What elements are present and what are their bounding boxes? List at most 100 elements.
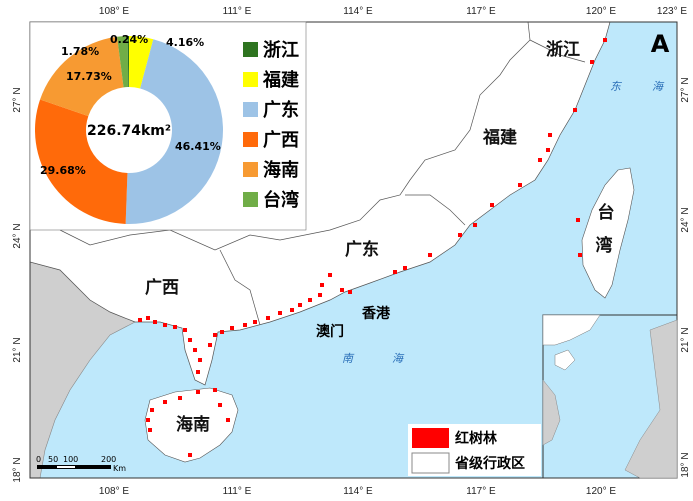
- mangrove-patch: [308, 298, 312, 302]
- lon-tick-bottom: 120° E: [586, 486, 616, 497]
- mangrove-patch: [198, 358, 202, 362]
- mangrove-patch: [458, 233, 462, 237]
- mangrove-patch: [340, 288, 344, 292]
- mangrove-patch: [213, 333, 217, 337]
- donut-slice-广西: [34, 99, 128, 224]
- panel-letter: A: [651, 30, 670, 58]
- label-hainan: 海南: [176, 414, 210, 435]
- mangrove-patch: [153, 320, 157, 324]
- mangrove-patches: [138, 38, 607, 457]
- lon-tick-top: 123° E: [657, 6, 687, 17]
- mangrove-patch: [138, 318, 142, 322]
- mangrove-patch: [428, 253, 432, 257]
- pie-legend-label: 广西: [263, 129, 299, 151]
- mangrove-patch: [208, 343, 212, 347]
- legend-swatch-province: [411, 452, 450, 474]
- mangrove-patch: [183, 328, 187, 332]
- mangrove-patch: [218, 403, 222, 407]
- mangrove-patch: [298, 303, 302, 307]
- lon-ticks: 108° E 111° E 114° E 117° E 120° E 123° …: [99, 6, 687, 497]
- label-fujian: 福建: [482, 127, 517, 148]
- label-macau: 澳门: [316, 323, 344, 340]
- mangrove-patch: [230, 326, 234, 330]
- donut-slice-台湾: [117, 36, 129, 88]
- legend-swatch-mangrove: [412, 428, 449, 448]
- label-hongkong: 香港: [361, 305, 391, 322]
- donut-slice-浙江: [127, 36, 129, 88]
- mangrove-patch: [290, 308, 294, 312]
- donut-slice-广东: [125, 39, 224, 225]
- scale-tick: 50: [48, 455, 58, 464]
- mangrove-patch: [278, 311, 282, 315]
- mangrove-patch: [473, 223, 477, 227]
- mangrove-patch: [318, 293, 322, 297]
- lat-ticks: 27° N 24° N 21° N 18° N 27° N 24° N 21° …: [12, 77, 691, 482]
- mangrove-patch: [220, 330, 224, 334]
- pie-legend-swatch: [243, 42, 258, 57]
- mangrove-patch: [188, 453, 192, 457]
- mangrove-patch: [393, 270, 397, 274]
- mangrove-patch: [226, 418, 230, 422]
- mangrove-patch: [146, 418, 150, 422]
- mangrove-patch: [578, 253, 582, 257]
- mangrove-patch: [243, 323, 247, 327]
- mangrove-patch: [150, 408, 154, 412]
- lon-tick-bottom: 111° E: [223, 486, 252, 497]
- mangrove-patch: [546, 148, 550, 152]
- label-taiwan-2: 湾: [596, 235, 613, 256]
- pie-legend-label: 浙江: [263, 39, 299, 61]
- donut-slice-福建: [129, 36, 154, 89]
- mangrove-patch: [196, 390, 200, 394]
- lon-tick-top: 111° E: [223, 6, 252, 17]
- mangrove-patch: [148, 428, 152, 432]
- lat-tick-right: 24° N: [680, 207, 691, 232]
- label-guangxi: 广西: [145, 277, 179, 298]
- province-borders: [59, 21, 586, 326]
- mangrove-patch: [146, 316, 150, 320]
- mangrove-patch: [266, 316, 270, 320]
- donut-chart: [34, 36, 224, 225]
- lon-tick-top: 114° E: [343, 6, 373, 17]
- mangrove-patch: [163, 400, 167, 404]
- lat-tick-left: 21° N: [12, 337, 23, 362]
- lat-tick-left: 24° N: [12, 223, 23, 248]
- label-east-sea-2: 海: [652, 80, 665, 93]
- pie-legend-swatch: [243, 102, 258, 117]
- mangrove-patch: [403, 266, 407, 270]
- mangrove-patch: [573, 108, 577, 112]
- inset-map: [542, 314, 678, 479]
- legend-label-province: 省级行政区: [454, 455, 525, 472]
- donut-slice-海南: [40, 36, 124, 117]
- label-south-sea-1: 南: [342, 352, 355, 365]
- mangrove-patch: [348, 290, 352, 294]
- mangrove-patch: [193, 348, 197, 352]
- mangrove-patch: [328, 273, 332, 277]
- lon-tick-bottom: 114° E: [343, 486, 373, 497]
- mangrove-patch: [320, 283, 324, 287]
- mangrove-patch: [490, 203, 494, 207]
- lon-tick-bottom: 108° E: [99, 486, 129, 497]
- scale-tick: 200: [101, 455, 116, 464]
- lat-tick-right: 21° N: [680, 327, 691, 352]
- donut-center-label: 226.74km²: [87, 123, 171, 139]
- lon-tick-top: 108° E: [99, 6, 129, 17]
- slice-label: 4.16%: [166, 36, 204, 49]
- label-south-sea-2: 海: [392, 352, 405, 365]
- mangrove-patch: [590, 60, 594, 64]
- map-frame: [29, 21, 678, 479]
- mangrove-patch: [173, 325, 177, 329]
- pie-legend-label: 台湾: [263, 189, 299, 211]
- mangrove-patch: [253, 320, 257, 324]
- mangrove-patch: [178, 396, 182, 400]
- pie-legend-swatch: [243, 72, 258, 87]
- label-guangdong: 广东: [345, 239, 379, 260]
- scale-bar: 0 50 100 200 Km: [36, 455, 126, 473]
- legend-label-mangrove: 红树林: [455, 430, 497, 447]
- mangrove-patch: [518, 183, 522, 187]
- scale-tick: 0: [36, 455, 41, 464]
- map-legend: 红树林 省级行政区: [408, 424, 541, 476]
- pie-legend-label: 福建: [262, 69, 299, 91]
- mangrove-patch: [163, 323, 167, 327]
